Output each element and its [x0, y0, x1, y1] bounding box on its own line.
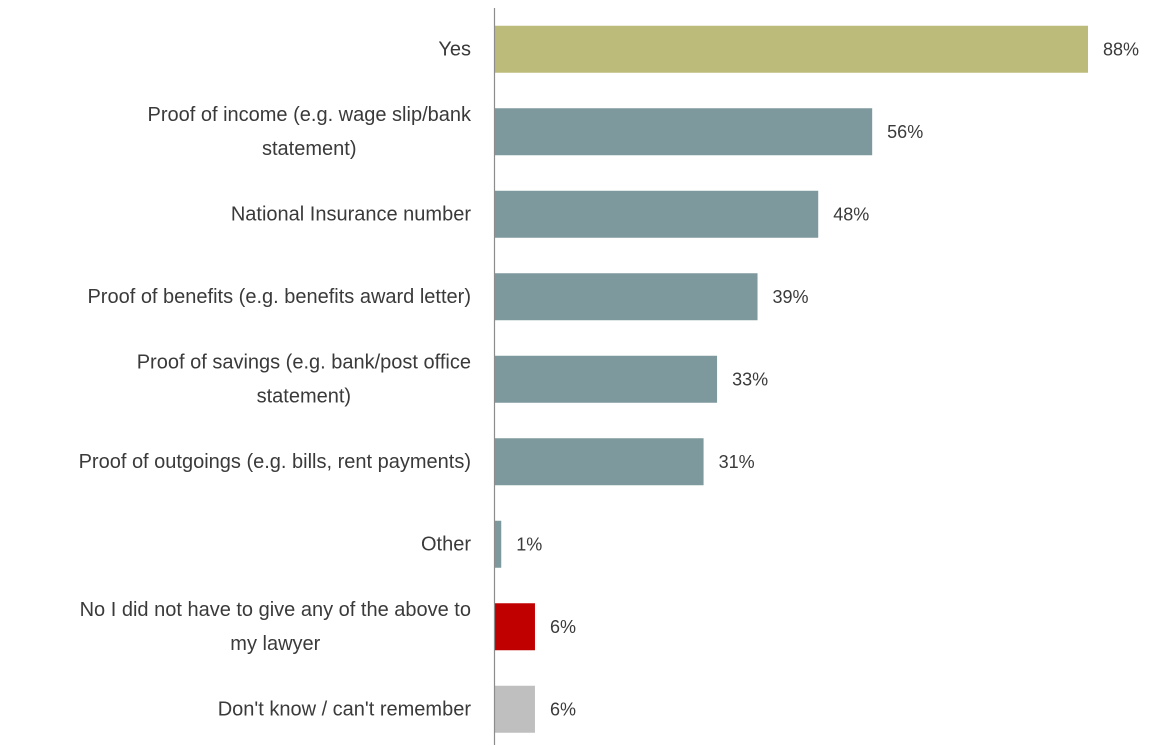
value-label-6: 1%	[516, 534, 542, 554]
value-label-5: 31%	[719, 452, 755, 472]
bar-1	[494, 108, 873, 156]
value-label-1: 56%	[887, 122, 923, 142]
category-label-line: my lawyer	[230, 633, 320, 655]
value-labels-group: 88% 56% 48% 39% 33% 31% 1% 6% 6%	[516, 39, 1139, 719]
category-label-line: No I did not have to give any of the abo…	[80, 599, 471, 621]
bar-8	[494, 685, 535, 733]
bar-0	[494, 25, 1088, 73]
category-label-line: Proof of income (e.g. wage slip/bank	[147, 104, 472, 126]
category-labels-group: Yes Proof of income (e.g. wage slip/bank s…	[79, 38, 472, 720]
bar-4	[494, 355, 718, 403]
value-label-2: 48%	[833, 204, 869, 224]
category-label-line: statement)	[262, 138, 356, 160]
category-label-5: Proof of outgoings (e.g. bills, rent pay…	[79, 451, 471, 473]
category-label-line: statement)	[257, 385, 351, 407]
value-label-8: 6%	[550, 699, 576, 719]
category-label-3: Proof of benefits (e.g. benefits award l…	[87, 286, 471, 308]
value-label-7: 6%	[550, 617, 576, 637]
category-label-0: Yes	[438, 38, 471, 60]
value-label-3: 39%	[773, 287, 809, 307]
category-label-1: Proof of income (e.g. wage slip/bank stat…	[147, 104, 472, 160]
bar-2	[494, 190, 819, 238]
category-label-line: Proof of benefits (e.g. benefits award l…	[87, 286, 471, 308]
value-label-0: 88%	[1103, 39, 1139, 59]
category-label-line: National Insurance number	[231, 203, 471, 225]
category-label-line: Don't know / can't remember	[218, 698, 472, 720]
value-label-4: 33%	[732, 369, 768, 389]
category-label-8: Don't know / can't remember	[218, 698, 472, 720]
category-label-6: Other	[421, 533, 471, 555]
category-label-2: National Insurance number	[231, 203, 471, 225]
category-label-line: Other	[421, 533, 471, 555]
bar-7	[494, 603, 535, 651]
category-label-line: Proof of outgoings (e.g. bills, rent pay…	[79, 451, 471, 473]
category-label-4: Proof of savings (e.g. bank/post office s…	[137, 351, 471, 407]
bar-3	[494, 273, 758, 321]
category-label-7: No I did not have to give any of the abo…	[80, 599, 471, 655]
bar-6	[494, 520, 502, 568]
bar-5	[494, 438, 704, 486]
bars-group	[494, 25, 1088, 733]
category-label-line: Yes	[438, 38, 471, 60]
category-label-line: Proof of savings (e.g. bank/post office	[137, 351, 471, 373]
